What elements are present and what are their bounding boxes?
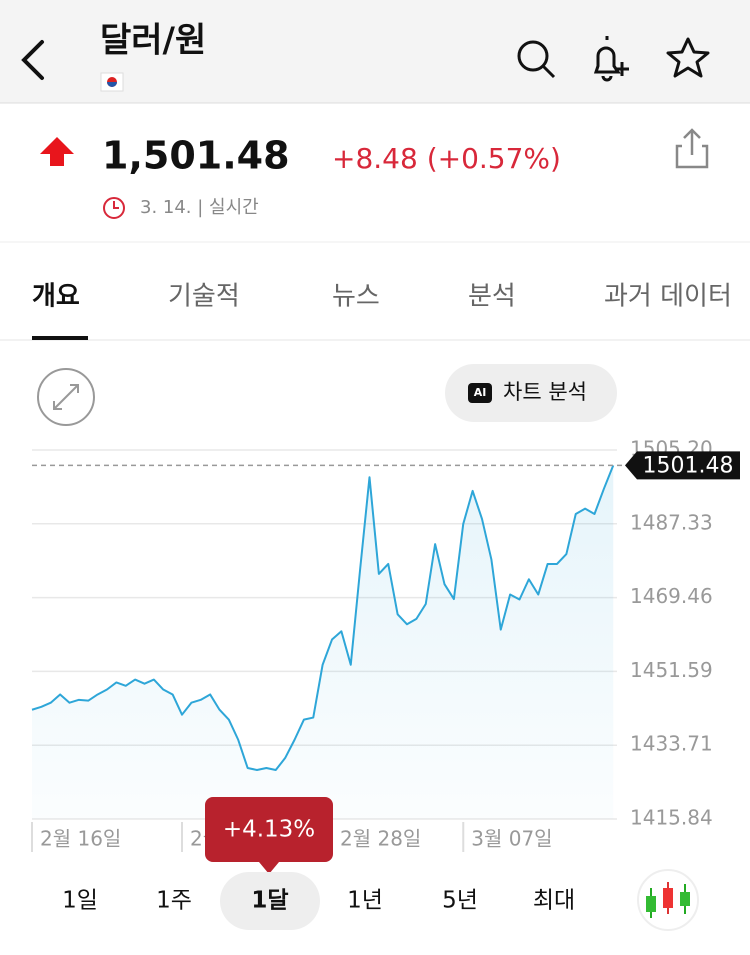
x-tick-label: 2월 28일 [340,827,421,851]
expand-button[interactable] [37,368,95,426]
tooltip [205,797,333,874]
period-button[interactable]: 1년 [347,888,383,914]
ai-badge-bg [468,383,492,403]
period-button[interactable]: 5년 [442,888,478,914]
chart-analysis-button[interactable] [445,364,617,422]
period-button[interactable]: 최대 [533,888,575,914]
period-button[interactable]: 1주 [156,888,192,914]
y-tick-label: 1415.84 [630,806,713,830]
tab[interactable]: 뉴스 [332,282,380,312]
up-arrow [40,137,74,166]
x-tick-label: 3월 07일 [471,827,552,851]
header-bg [0,0,750,103]
area [32,465,614,819]
change: +8.48 (+0.57%) [332,142,561,175]
chart-analysis-label: 차트 분석 [503,380,587,404]
alert-icon[interactable] [593,36,629,82]
candle-toggle[interactable] [637,869,699,931]
y-tick-label: 1433.71 [630,732,713,756]
period-active-bg [220,872,320,930]
tab[interactable]: 기술적 [168,282,240,312]
share-icon[interactable] [675,128,709,169]
back-button[interactable] [21,40,44,80]
y-tick-label: 1487.33 [630,510,713,534]
price-line [31,464,615,772]
period-button[interactable]: 1일 [62,888,98,914]
ai-badge: AI [474,386,487,399]
last-value-label: 1501.48 [643,453,734,478]
search-icon[interactable] [517,40,556,79]
y-tick-label: 1469.46 [630,584,713,608]
x-tick-label: 2월 16일 [40,827,121,851]
tab[interactable]: 과거 데이터 [604,282,732,312]
time: 3. 14. | 실시간 [140,197,259,218]
period-button[interactable]: 1달 [251,888,288,914]
period-selector: 1일 1주 1달 1년 5년 최대 [62,872,575,930]
tabs: 개요 기술적 뉴스 분석 과거 데이터 [32,282,732,312]
chart: 1505.201487.331469.461451.591433.711415.… [31,437,740,874]
last-value-tag [625,451,740,480]
price: 1,501.48 [102,134,290,178]
tab-underline [32,336,88,340]
tooltip-label: +4.13% [223,817,315,843]
favorite-icon[interactable] [666,37,710,78]
y-tick-label: 1451.59 [630,658,713,682]
title: 달러/원 [100,21,206,61]
tab[interactable]: 분석 [468,282,516,312]
clock-icon [103,197,125,219]
tab[interactable]: 개요 [32,282,80,312]
flag [100,72,124,92]
